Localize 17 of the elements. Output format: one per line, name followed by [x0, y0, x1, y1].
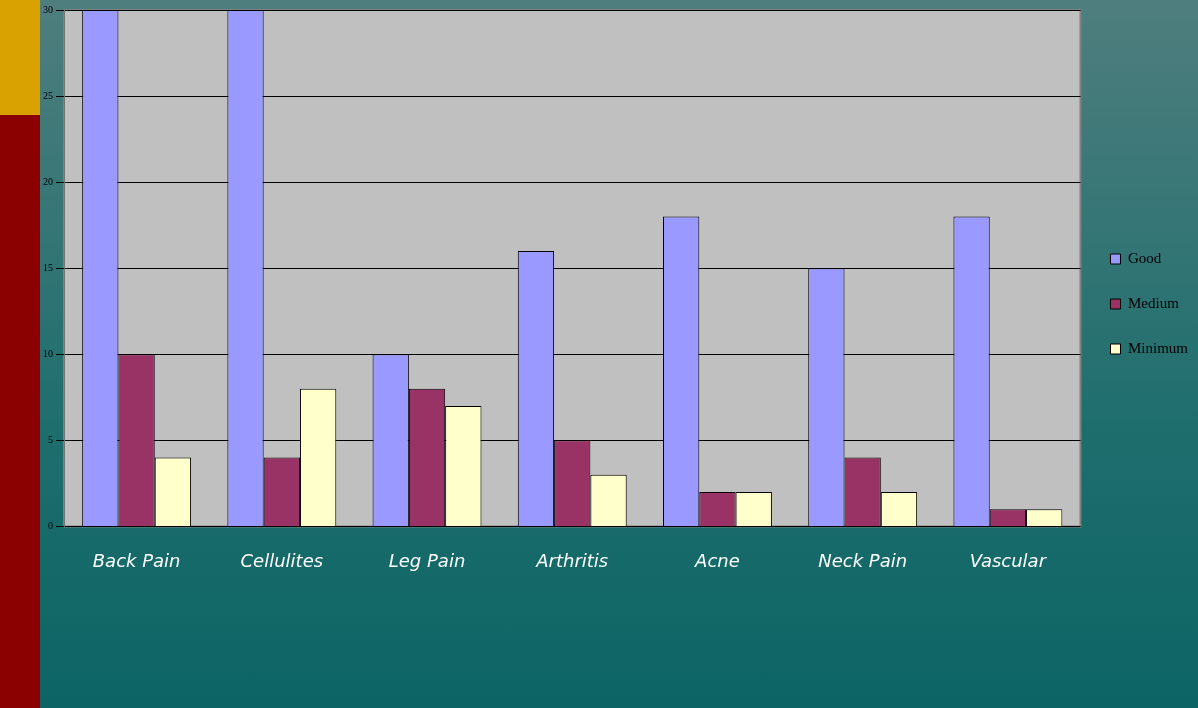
y-tick-label: 30 — [43, 3, 53, 15]
legend-label: Minimum — [1127, 339, 1189, 356]
x-tick-label: Acne — [694, 549, 740, 571]
x-tick-label: Neck Pain — [818, 549, 908, 571]
y-tick-label: 15 — [43, 261, 53, 273]
y-tick-label: 5 — [48, 433, 53, 445]
x-tick-label: Leg Pain — [388, 549, 466, 571]
x-tick-label: Arthritis — [535, 549, 609, 571]
y-tick-label: 0 — [48, 520, 53, 532]
x-tick-label: Vascular — [969, 549, 1048, 571]
x-tick-label: Back Pain — [92, 549, 181, 571]
x-tick-label: Cellulites — [240, 549, 324, 571]
y-tick-label: 25 — [43, 89, 53, 101]
legend-label: Good — [1127, 249, 1162, 266]
legend-label: Medium — [1127, 294, 1180, 311]
y-tick-label: 20 — [43, 175, 53, 187]
y-tick-label: 10 — [43, 347, 53, 359]
